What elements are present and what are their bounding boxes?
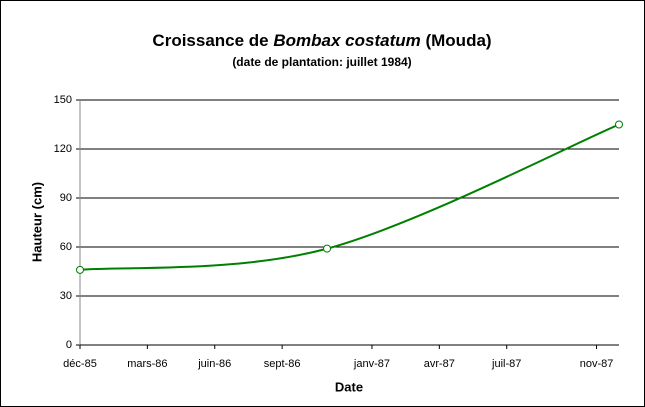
x-tick-label: mars-86: [127, 358, 167, 370]
point: [76, 265, 84, 274]
y-tick-label: 150: [54, 94, 72, 106]
chart-subtitle: (date de plantation: juillet 1984): [232, 55, 411, 69]
y-tick-label: 0: [66, 339, 72, 351]
x-tick-label: juil-87: [491, 358, 521, 370]
y-axis-label: Hauteur (cm): [29, 182, 44, 262]
chart-title: Croissance de Bombax costatum (Mouda): [152, 31, 491, 50]
x-axis-label: Date: [335, 379, 363, 394]
y-tick-label: 60: [60, 241, 72, 253]
x-tick-label: nov-87: [580, 358, 614, 370]
title-part: Bombax costatum: [273, 31, 420, 50]
x-tick-label: déc-85: [63, 358, 97, 370]
point: [323, 244, 332, 253]
title-part: Croissance de: [152, 31, 273, 50]
x-tick-label: avr-87: [424, 358, 455, 370]
title-part: (Mouda): [421, 31, 492, 50]
y-tick-label: 120: [54, 143, 72, 155]
point: [615, 120, 623, 129]
y-tick-label: 30: [60, 290, 72, 302]
x-tick-label: sept-86: [264, 358, 301, 370]
x-tick-label: juin-86: [197, 358, 231, 370]
x-tick-label: janv-87: [353, 358, 390, 370]
y-tick-label: 90: [60, 192, 72, 204]
